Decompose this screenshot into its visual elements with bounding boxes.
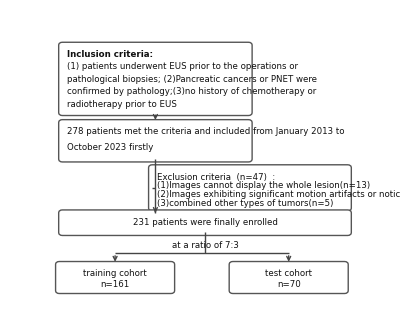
FancyBboxPatch shape [59,120,252,162]
FancyBboxPatch shape [59,42,252,116]
Text: n=70: n=70 [277,280,300,289]
FancyBboxPatch shape [56,262,175,293]
Text: (1) patients underwent EUS prior to the operations or: (1) patients underwent EUS prior to the … [67,63,298,71]
FancyBboxPatch shape [148,165,351,211]
Text: Exclusion criteria  (n=47)  :: Exclusion criteria (n=47) : [157,173,275,182]
Text: 278 patients met the criteria and included from January 2013 to: 278 patients met the criteria and includ… [67,127,344,136]
Text: Inclusion criteria:: Inclusion criteria: [67,50,153,59]
Text: (1)Images cannot display the whole lesion(n=13): (1)Images cannot display the whole lesio… [157,181,370,190]
FancyBboxPatch shape [229,262,348,293]
Text: (2)Images exhibiting significant motion artifacts or noticeable noise(n=29): (2)Images exhibiting significant motion … [157,190,400,199]
FancyBboxPatch shape [59,210,351,236]
Text: training cohort: training cohort [83,269,147,278]
Text: confirmed by pathology;(3)no history of chemotherapy or: confirmed by pathology;(3)no history of … [67,87,316,96]
Text: test cohort: test cohort [265,269,312,278]
Text: pathological biopsies; (2)Pancreatic cancers or PNET were: pathological biopsies; (2)Pancreatic can… [67,75,317,84]
Text: at a ratio of 7:3: at a ratio of 7:3 [172,241,238,250]
Text: radiotherapy prior to EUS: radiotherapy prior to EUS [67,100,177,109]
Text: October 2023 firstly: October 2023 firstly [67,143,154,152]
Text: 231 patients were finally enrolled: 231 patients were finally enrolled [132,218,278,227]
Text: n=161: n=161 [100,280,130,289]
Text: (3)combined other types of tumors(n=5): (3)combined other types of tumors(n=5) [157,199,333,208]
